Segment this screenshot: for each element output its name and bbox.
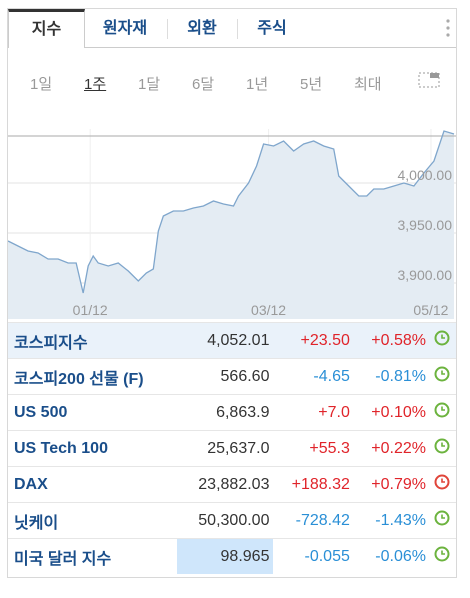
clock-face xyxy=(434,402,450,418)
fullscreen-icon[interactable] xyxy=(418,71,440,89)
change: -0.055 xyxy=(273,538,354,574)
tab-separator xyxy=(167,19,168,39)
instrument-name: 코스피200 선물 (F) xyxy=(8,358,178,395)
status-cell xyxy=(430,466,456,503)
y-tick-label: 3,950.00 xyxy=(398,217,453,233)
status-cell xyxy=(430,538,456,574)
clock-face xyxy=(434,330,450,346)
clock-face xyxy=(434,510,450,526)
last-price: 6,863.9 xyxy=(177,394,274,431)
period-button[interactable]: 5년 xyxy=(300,76,323,93)
clock-hands xyxy=(441,514,445,519)
change: +7.0 xyxy=(273,394,354,431)
period-button[interactable]: 1일 xyxy=(30,76,53,93)
period-button[interactable]: 1주 xyxy=(84,76,107,93)
x-tick-label: 01/12 xyxy=(73,302,108,318)
last-price: 25,637.0 xyxy=(177,430,274,467)
clock-hands xyxy=(441,478,445,483)
clock-hands xyxy=(441,406,445,411)
quote-row[interactable]: 미국 달러 지수 98.965 -0.055 -0.06% xyxy=(8,538,456,574)
x-tick-label: 05/12 xyxy=(413,302,448,318)
period-button[interactable]: 최대 xyxy=(354,76,382,93)
chart: 4,000.00 3,950.00 3,900.00 01/12 03/12 05/12 xyxy=(8,129,456,319)
tab[interactable]: 지수 xyxy=(8,9,85,48)
tab[interactable]: 원자재 xyxy=(102,20,148,37)
market-widget: 지수 원자재 외환 주식 1일 1주 1달 6달 1년 5년 최대 4,000.00 3,950.0… xyxy=(7,8,457,578)
change-percent: +0.22% xyxy=(353,430,430,467)
instrument-name: 코스피지수 xyxy=(8,322,178,359)
change: -728.42 xyxy=(273,502,354,539)
market-status-icon xyxy=(434,510,450,526)
change-percent: -1.43% xyxy=(353,502,430,539)
change: +188.32 xyxy=(273,466,354,503)
y-tick-label: 4,000.00 xyxy=(398,167,453,183)
quote-row[interactable]: 닛케이 50,300.00 -728.42 -1.43% xyxy=(8,502,456,539)
instrument-name: DAX xyxy=(8,466,178,503)
period-button[interactable]: 1년 xyxy=(246,76,269,93)
clock-face xyxy=(434,366,450,382)
last-price: 98.965 xyxy=(177,538,274,574)
area xyxy=(8,131,454,319)
clock-face xyxy=(434,438,450,454)
status-cell xyxy=(430,394,456,431)
change-percent: +0.58% xyxy=(353,322,430,359)
quote-row[interactable]: 코스피지수 4,052.01 +23.50 +0.58% xyxy=(8,322,456,359)
tab[interactable]: 외환 xyxy=(187,20,217,37)
last-price: 4,052.01 xyxy=(177,322,274,359)
period-button[interactable]: 6달 xyxy=(192,76,215,93)
clock-hands xyxy=(441,550,445,555)
market-status-icon xyxy=(434,366,450,382)
instrument-name: 닛케이 xyxy=(8,502,178,539)
last-price: 23,882.03 xyxy=(177,466,274,503)
quote-row[interactable]: US 500 6,863.9 +7.0 +0.10% xyxy=(8,394,456,431)
status-cell xyxy=(430,322,456,359)
change-percent: -0.81% xyxy=(353,358,430,395)
market-status-icon xyxy=(434,546,450,562)
instrument-name: US 500 xyxy=(8,394,178,431)
quote-row[interactable]: US Tech 100 25,637.0 +55.3 +0.22% xyxy=(8,430,456,467)
clock-hands xyxy=(441,334,445,339)
status-cell xyxy=(430,358,456,395)
clock-face xyxy=(434,474,450,490)
market-status-icon xyxy=(434,474,450,490)
instrument-name: US Tech 100 xyxy=(8,430,178,467)
clock-face xyxy=(434,546,450,562)
period-button[interactable]: 1달 xyxy=(138,76,161,93)
last-price: 566.60 xyxy=(177,358,274,395)
quote-table: 코스피지수 4,052.01 +23.50 +0.58% 코스피200 선물 (F) 56… xyxy=(8,322,456,574)
quote-row[interactable]: 코스피200 선물 (F) 566.60 -4.65 -0.81% xyxy=(8,358,456,395)
change: +55.3 xyxy=(273,430,354,467)
quote-row[interactable]: DAX 23,882.03 +188.32 +0.79% xyxy=(8,466,456,503)
change-percent: +0.10% xyxy=(353,394,430,431)
tab[interactable]: 주식 xyxy=(257,20,287,37)
tab-separator xyxy=(237,19,238,39)
status-cell xyxy=(430,430,456,467)
clock-hands xyxy=(441,370,445,375)
change: +23.50 xyxy=(273,322,354,359)
x-tick-label: 03/12 xyxy=(251,302,286,318)
clock-hands xyxy=(441,442,445,447)
change-percent: +0.79% xyxy=(353,466,430,503)
market-status-icon xyxy=(434,438,450,454)
market-status-icon xyxy=(434,330,450,346)
tab-bar: 지수 원자재 외환 주식 xyxy=(8,9,456,48)
y-tick-label: 3,900.00 xyxy=(398,267,453,283)
market-status-icon xyxy=(434,402,450,418)
change: -4.65 xyxy=(273,358,354,395)
price-line xyxy=(8,130,455,294)
more-menu[interactable] xyxy=(442,17,454,41)
change-percent: -0.06% xyxy=(353,538,430,574)
last-price: 50,300.00 xyxy=(177,502,274,539)
status-cell xyxy=(430,502,456,539)
instrument-name: 미국 달러 지수 xyxy=(8,538,178,574)
